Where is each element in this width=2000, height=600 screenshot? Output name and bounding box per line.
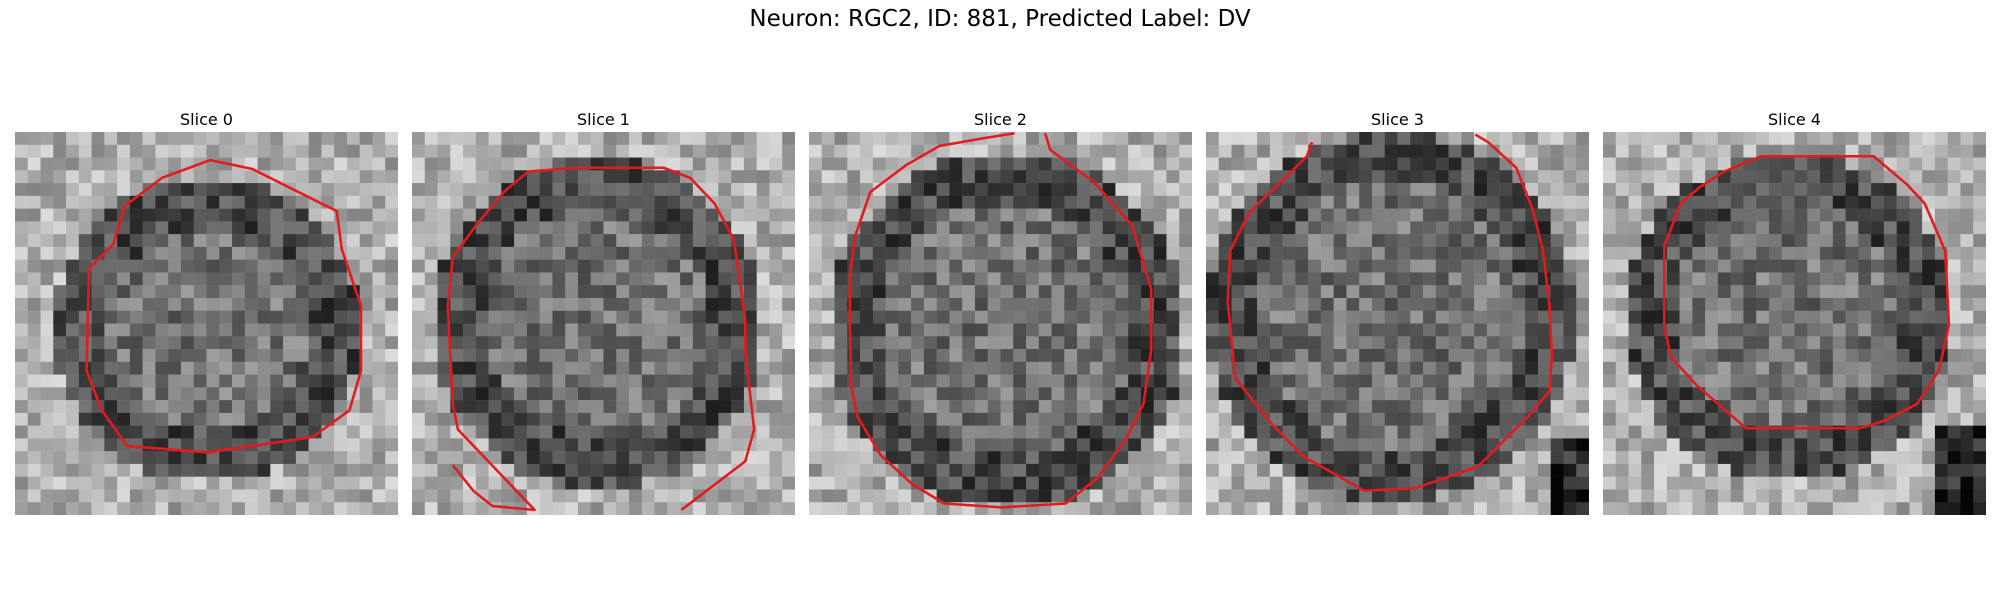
slice-panel-4: Slice 4 bbox=[1603, 108, 1986, 515]
segmentation-contour bbox=[1226, 133, 1554, 493]
pixel-texture bbox=[15, 132, 398, 515]
slice-title: Slice 4 bbox=[1768, 110, 1821, 129]
figure-title: Neuron: RGC2, ID: 881, Predicted Label: … bbox=[749, 6, 1251, 32]
slice-image bbox=[809, 132, 1192, 515]
slice-image bbox=[1603, 132, 1986, 515]
slice-title: Slice 3 bbox=[1371, 110, 1424, 129]
segmentation-contour bbox=[85, 158, 363, 454]
segmentation-contour bbox=[1663, 154, 1951, 430]
slice-panel-0: Slice 0 bbox=[15, 108, 398, 515]
pixel-texture bbox=[809, 132, 1192, 515]
pixel-texture bbox=[1603, 132, 1986, 515]
pixel-texture bbox=[1206, 132, 1589, 515]
slice-image bbox=[1206, 132, 1589, 515]
slice-panel-3: Slice 3 bbox=[1206, 108, 1589, 515]
segmentation-contour bbox=[848, 132, 1153, 509]
slice-panel-2: Slice 2 bbox=[809, 108, 1192, 515]
slice-title: Slice 2 bbox=[974, 110, 1027, 129]
slice-panel-1: Slice 1 bbox=[412, 108, 795, 515]
slice-title: Slice 1 bbox=[577, 110, 630, 129]
segmentation-contour bbox=[446, 166, 756, 512]
pixel-texture bbox=[412, 132, 795, 515]
slice-image bbox=[412, 132, 795, 515]
slice-title: Slice 0 bbox=[180, 110, 233, 129]
slice-image bbox=[15, 132, 398, 515]
